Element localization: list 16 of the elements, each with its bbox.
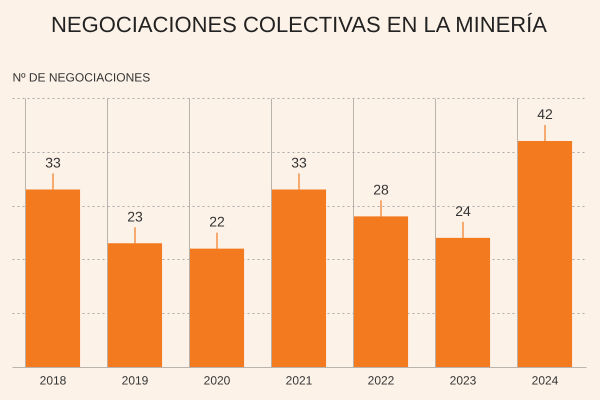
x-tick-label: 2019 bbox=[122, 374, 149, 388]
chart-title: NEGOCIACIONES COLECTIVAS EN LA MINERÍA bbox=[51, 12, 548, 37]
data-label: 23 bbox=[127, 208, 143, 224]
data-label: 33 bbox=[45, 154, 61, 170]
x-tick-label: 2018 bbox=[40, 374, 67, 388]
data-label: 24 bbox=[455, 202, 471, 219]
data-label: 28 bbox=[373, 181, 389, 198]
x-tick-label: 2020 bbox=[204, 374, 231, 388]
data-label: 42 bbox=[537, 106, 553, 122]
x-tick-label: 2022 bbox=[368, 374, 395, 388]
y-axis-title: Nº DE NEGOCIACIONES bbox=[12, 70, 150, 84]
x-tick-label: 2024 bbox=[532, 374, 559, 388]
x-tick-label: 2021 bbox=[286, 374, 313, 388]
x-tick-label: 2023 bbox=[450, 374, 477, 388]
data-label: 33 bbox=[291, 154, 307, 170]
data-label: 22 bbox=[209, 214, 225, 230]
